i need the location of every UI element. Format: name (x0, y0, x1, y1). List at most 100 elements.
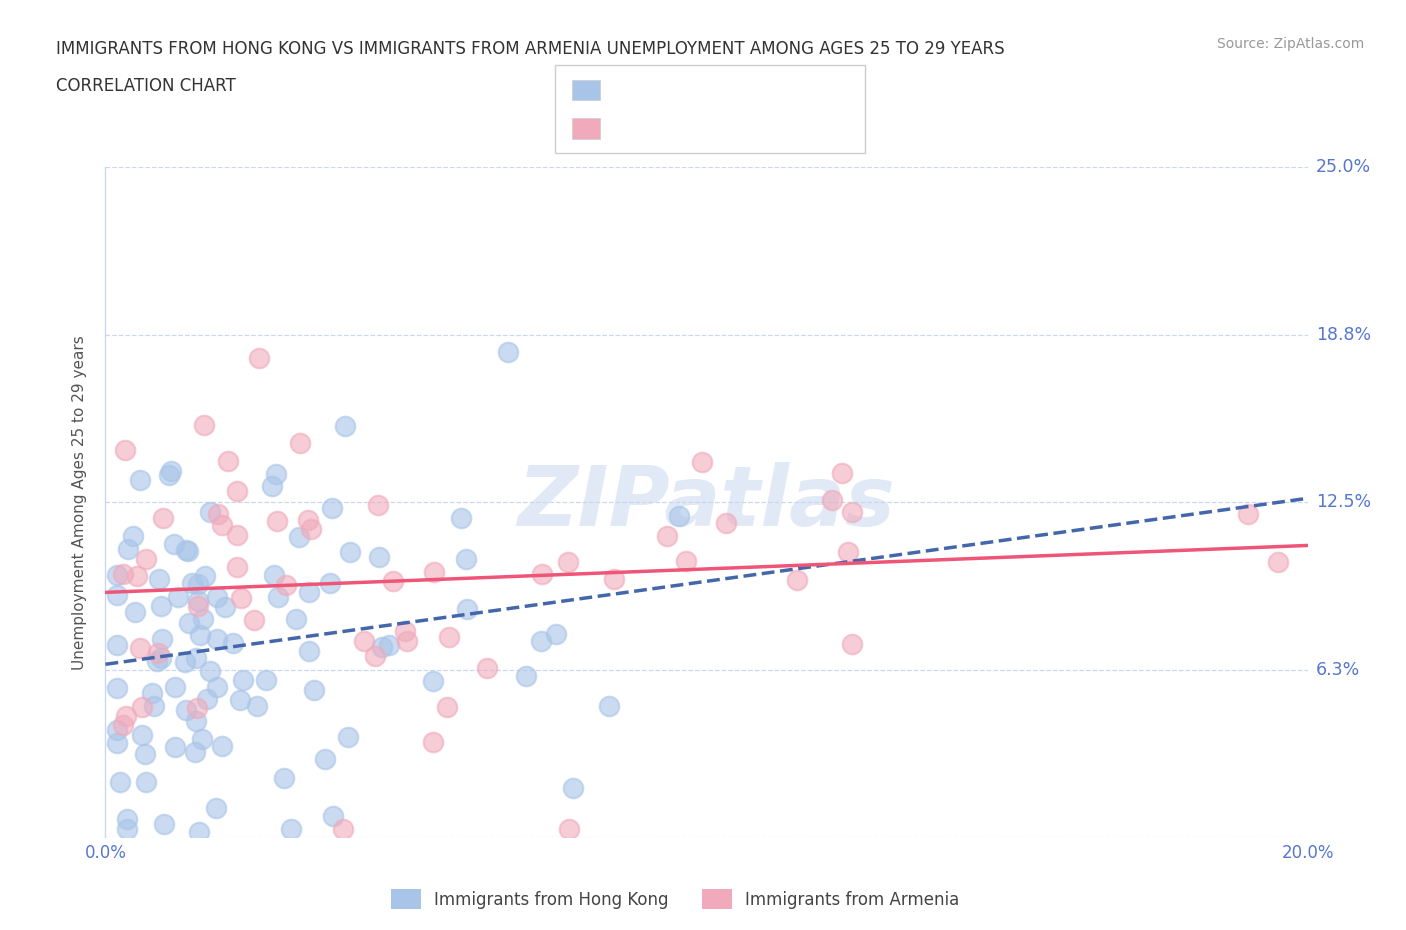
Point (205, 631, 228, 646)
Point (115, 812, 138, 827)
Point (177, 616, 200, 631)
Point (181, 576, 204, 591)
Point (128, 472, 150, 487)
Point (655, 528, 678, 543)
Point (786, 572, 808, 587)
Point (496, 344, 519, 359)
Point (146, 645, 169, 660)
Point (187, 598, 209, 613)
Point (232, 672, 254, 687)
Point (174, 542, 197, 557)
Point (690, 455, 713, 470)
Point (831, 466, 853, 481)
Text: N = 92: N = 92 (710, 80, 780, 100)
Point (456, 602, 478, 617)
Point (299, 521, 322, 536)
Point (364, 649, 387, 664)
Point (395, 634, 418, 649)
Point (332, 821, 354, 836)
Point (450, 511, 472, 525)
Point (186, 700, 208, 715)
Point (157, 468, 180, 483)
Point (160, 463, 183, 478)
Point (135, 774, 157, 789)
Point (353, 633, 375, 648)
Point (211, 517, 233, 532)
Point (145, 654, 167, 669)
Point (668, 509, 690, 524)
Point (214, 600, 236, 615)
Point (117, 541, 139, 556)
Point (367, 550, 389, 565)
Point (108, 775, 131, 790)
Point (188, 628, 211, 643)
Point (112, 566, 135, 581)
Point (121, 528, 143, 543)
Point (131, 699, 153, 714)
Point (557, 554, 579, 569)
Point (302, 683, 325, 698)
Text: N = 55: N = 55 (710, 119, 780, 139)
Point (124, 604, 146, 619)
Point (242, 613, 264, 628)
Point (339, 544, 361, 559)
Text: CORRELATION CHART: CORRELATION CHART (56, 77, 236, 95)
Text: 12.5%: 12.5% (1316, 493, 1371, 512)
Point (288, 435, 311, 450)
Point (148, 571, 170, 586)
Legend: Immigrants from Hong Kong, Immigrants from Armenia: Immigrants from Hong Kong, Immigrants fr… (382, 881, 967, 917)
Point (394, 623, 416, 638)
Point (205, 589, 228, 604)
Point (225, 560, 247, 575)
Point (187, 824, 209, 839)
Point (187, 593, 209, 608)
Point (515, 669, 537, 684)
Point (273, 770, 295, 785)
Point (195, 692, 218, 707)
Point (246, 699, 269, 714)
Point (530, 633, 553, 648)
Point (190, 732, 212, 747)
Point (163, 739, 186, 754)
Point (321, 500, 343, 515)
Point (184, 651, 207, 666)
Point (112, 718, 135, 733)
Point (422, 565, 444, 579)
Point (187, 577, 209, 591)
Point (184, 744, 207, 759)
Point (285, 612, 308, 627)
Point (297, 512, 319, 527)
Point (194, 569, 217, 584)
Point (149, 650, 172, 665)
Point (107, 681, 129, 696)
Text: R = 0.235: R = 0.235 (614, 80, 709, 100)
Text: ZIPatlas: ZIPatlas (517, 461, 896, 543)
Point (254, 673, 277, 688)
Point (1267, 554, 1289, 569)
Point (226, 484, 249, 498)
Point (675, 553, 697, 568)
Point (333, 418, 356, 433)
Point (247, 351, 270, 365)
Point (150, 631, 173, 646)
Point (153, 817, 176, 831)
Point (198, 663, 221, 678)
Point (841, 504, 863, 519)
Point (229, 693, 252, 708)
Text: 25.0%: 25.0% (1316, 158, 1371, 177)
Text: Source: ZipAtlas.com: Source: ZipAtlas.com (1216, 37, 1364, 51)
Point (174, 702, 197, 717)
Point (422, 673, 444, 688)
Point (107, 567, 129, 582)
Point (371, 639, 394, 654)
Point (821, 493, 844, 508)
Point (367, 498, 389, 512)
Point (149, 599, 172, 614)
Point (205, 680, 228, 695)
Point (280, 822, 302, 837)
Point (135, 551, 157, 566)
Point (115, 822, 138, 837)
Point (287, 530, 309, 545)
Point (477, 660, 499, 675)
Point (114, 709, 136, 724)
